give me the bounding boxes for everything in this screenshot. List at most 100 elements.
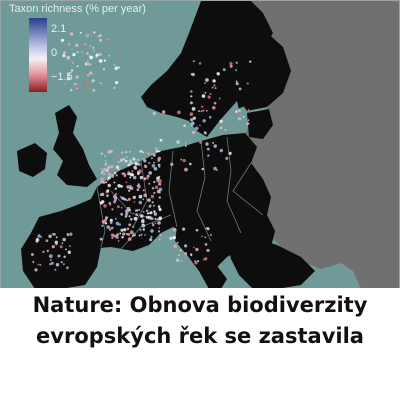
site-dot (189, 90, 193, 93)
site-dot (129, 184, 132, 188)
site-dot (55, 236, 58, 239)
site-dot (154, 222, 157, 225)
site-dot (162, 110, 166, 114)
site-dot (142, 223, 144, 226)
site-dot (71, 48, 73, 50)
site-dot (102, 68, 106, 71)
site-dot (242, 115, 245, 118)
site-dot (131, 173, 135, 177)
site-dot (140, 214, 144, 218)
site-dot (247, 119, 250, 122)
great-britain (53, 105, 97, 187)
site-dot (238, 87, 242, 91)
site-dot (116, 236, 119, 239)
site-dot (148, 216, 150, 218)
site-dot (46, 249, 49, 253)
site-dot (110, 164, 114, 169)
site-dot (106, 189, 110, 193)
site-dot (81, 51, 83, 53)
site-dot (222, 68, 226, 72)
site-dot (127, 237, 132, 241)
site-dot (107, 38, 110, 41)
site-dot (99, 237, 103, 241)
site-dot (204, 91, 207, 94)
site-dot (134, 161, 137, 164)
site-dot (153, 180, 156, 184)
site-dot (98, 59, 103, 63)
site-dot (115, 174, 118, 177)
site-dot (95, 53, 99, 57)
site-dot (190, 253, 193, 256)
site-dot (32, 261, 35, 263)
site-dot (60, 261, 63, 264)
site-dot (144, 164, 148, 169)
site-dot (144, 234, 146, 236)
site-dot (225, 156, 229, 160)
site-dot (193, 60, 195, 63)
site-dot (216, 72, 220, 76)
site-dot (156, 189, 161, 194)
article-headline[interactable]: Nature: Obnova biodiverzity evropských ř… (0, 290, 400, 352)
site-dot (121, 172, 124, 175)
site-dot (126, 185, 130, 189)
site-dot (100, 167, 103, 170)
site-dot (113, 194, 117, 199)
site-dot (127, 233, 131, 236)
site-dot (123, 173, 127, 177)
site-dot (114, 187, 117, 190)
site-dot (129, 161, 133, 165)
site-dot (132, 233, 136, 237)
legend-colorbar (29, 18, 47, 92)
site-dot (115, 193, 117, 196)
site-dot (213, 144, 217, 148)
site-dot (158, 230, 161, 233)
site-dot (65, 248, 67, 251)
site-dot (48, 234, 52, 239)
site-dot (149, 238, 153, 242)
site-dot (108, 54, 111, 57)
site-dot (194, 261, 198, 265)
site-dot (70, 69, 74, 72)
site-dot (142, 189, 145, 192)
site-dot (192, 130, 196, 135)
site-dot (220, 127, 223, 129)
site-dot (180, 158, 183, 161)
site-dot (114, 66, 118, 70)
site-dot (84, 43, 87, 46)
site-dot (202, 258, 205, 261)
site-dot (79, 31, 82, 34)
site-dot (147, 150, 151, 154)
site-dot (138, 169, 142, 174)
site-dot (71, 61, 75, 64)
site-dot (77, 84, 81, 87)
site-dot (67, 73, 71, 76)
site-dot (148, 161, 151, 165)
site-dot (127, 163, 131, 167)
site-dot (204, 236, 207, 239)
site-dot (34, 268, 38, 272)
site-dot (158, 175, 161, 178)
site-dot (136, 209, 139, 212)
site-dot (107, 150, 111, 154)
site-dot (158, 216, 163, 220)
site-dot (133, 216, 138, 221)
site-dot (111, 208, 114, 211)
site-dot (89, 55, 93, 60)
site-dot (212, 106, 216, 110)
site-dot (54, 240, 58, 244)
site-dot (139, 194, 143, 198)
site-dot (127, 170, 130, 173)
site-dot (235, 69, 238, 72)
site-dot (158, 179, 162, 183)
site-dot (157, 221, 161, 225)
site-dot (129, 230, 134, 235)
site-dot (212, 79, 216, 83)
site-dot (99, 201, 103, 205)
site-dot (40, 236, 43, 238)
baltic-sea (207, 101, 241, 137)
site-dot (117, 184, 121, 188)
site-dot (76, 51, 79, 54)
site-dot (142, 210, 145, 213)
site-dot (95, 56, 97, 59)
